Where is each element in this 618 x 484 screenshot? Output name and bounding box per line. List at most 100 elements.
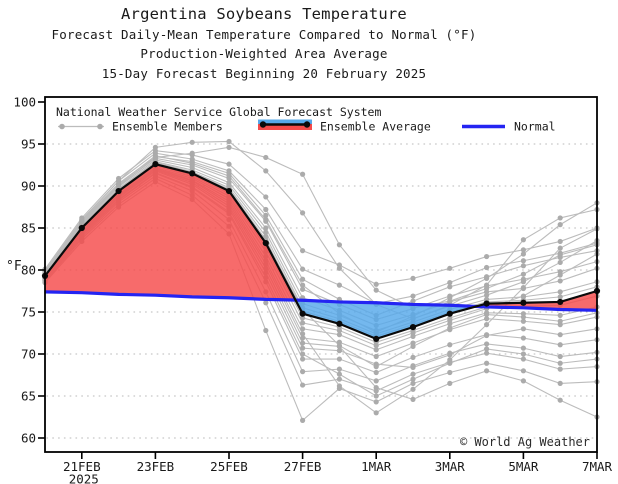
ensemble-average-points [41, 161, 601, 342]
ensemble-member-point [373, 343, 379, 349]
ensemble-member-point [447, 284, 453, 290]
ensemble-member-point [520, 368, 527, 374]
ensemble-member-point [447, 321, 453, 327]
ensemble-member-point [447, 350, 453, 356]
ensemble-member-point [300, 276, 306, 282]
ensemble-member-point [336, 282, 342, 288]
page-title: Argentina Soybeans Temperature [121, 5, 407, 23]
ensemble-member-point [300, 331, 306, 337]
ensemble-average-point [299, 310, 306, 317]
ensemble-average-point [557, 298, 564, 306]
y-axis-label: °F [6, 259, 22, 274]
ensemble-member-point [447, 342, 453, 348]
ensemble-member-point [373, 385, 379, 391]
ensemble-member-point [189, 139, 195, 145]
y-tick-label: 70 [21, 346, 36, 361]
ensemble-member-point [373, 399, 379, 405]
ensemble-member-point [520, 279, 527, 285]
ensemble-member-point [557, 397, 563, 403]
ensemble-member-line [44, 152, 598, 305]
legend-average-blue-band [258, 119, 312, 124]
ensemble-member-point [520, 258, 527, 264]
ensemble-average-point [152, 161, 159, 168]
chart-subtitle-1: Forecast Daily-Mean Temperature Compared… [51, 26, 477, 42]
ensemble-member-point [410, 371, 416, 377]
ensemble-member-point [410, 298, 416, 304]
above-normal-fill [476, 291, 597, 311]
ensemble-member-point [189, 150, 195, 156]
ensemble-member-point [263, 168, 269, 174]
x-tick-label: 5MAR [508, 459, 539, 474]
ensemble-member-point [226, 173, 232, 179]
ensemble-member-point [520, 378, 527, 384]
ensemble-member-point [557, 289, 563, 295]
ensemble-member-point [557, 342, 563, 348]
y-tick-label: 60 [21, 430, 36, 445]
ensemble-member-point [484, 275, 490, 281]
ensemble-member-point [373, 281, 379, 287]
y-tick-label: 95 [21, 136, 36, 151]
ensemble-member-point [336, 348, 342, 354]
ensemble-member-point [484, 316, 490, 322]
ensemble-member-point [557, 294, 563, 300]
chart-title-block: Argentina Soybeans Temperature Forecast … [0, 5, 528, 87]
ensemble-member-point [557, 245, 563, 251]
ensemble-member-point [410, 376, 416, 382]
ensemble-member-point [557, 366, 563, 372]
ensemble-member-point [336, 366, 342, 372]
legend-members-label: Ensemble Members [112, 120, 223, 134]
ensemble-member-point [520, 335, 527, 341]
ensemble-member-point [263, 194, 269, 200]
ensemble-member-point [300, 326, 306, 332]
ensemble-member-point [447, 380, 453, 386]
ensemble-member-point [226, 144, 232, 150]
ensemble-member-point [447, 369, 453, 376]
legend-member-dot [97, 123, 103, 130]
ensemble-member-point [226, 138, 232, 145]
legend: National Weather Service Global Forecast… [56, 105, 556, 134]
ensemble-member-point [484, 346, 490, 352]
legend-header: National Weather Service Global Forecast… [56, 105, 381, 119]
ensemble-member-point [447, 295, 453, 301]
legend-average-dot [303, 121, 311, 128]
ensemble-average-point [336, 320, 343, 327]
ensemble-member-point [557, 215, 563, 221]
ensemble-member-point [300, 417, 306, 423]
ensemble-member-point [79, 219, 85, 225]
ensemble-average-point [373, 335, 380, 342]
ensemble-member-point [373, 393, 379, 399]
ensemble-member-point [300, 340, 306, 346]
ensemble-member-point [300, 266, 306, 272]
ensemble-member-point [300, 315, 306, 321]
ensemble-member-point [410, 293, 416, 299]
ensemble-member-point [373, 287, 379, 293]
y-tick-label: 85 [21, 220, 36, 235]
ensemble-member-point [484, 332, 490, 338]
ensemble-member-point [520, 326, 527, 332]
y-axis-ticks: 100 95 90 85 80 75 70 65 60 [13, 94, 45, 445]
y-tick-label: 100 [13, 94, 36, 109]
ensemble-member-point [300, 248, 306, 254]
ensemble-member-point [336, 327, 342, 334]
ensemble-member-point [484, 322, 490, 328]
ensemble-average-point [262, 240, 269, 247]
ensemble-member-point [520, 263, 527, 269]
ensemble-member-point [300, 286, 306, 292]
ensemble-member-point [447, 265, 453, 271]
x-tick-year-label: 2025 [69, 472, 99, 484]
x-tick-label: 1MAR [361, 459, 392, 474]
ensemble-member-point [336, 376, 342, 382]
ensemble-member-point [447, 325, 453, 331]
ensemble-member-point [263, 327, 269, 334]
ensemble-member-point [447, 280, 453, 286]
ensemble-member-point [373, 378, 379, 384]
ensemble-member-point [520, 345, 527, 351]
plot-border [44, 96, 598, 453]
ensemble-member-line [44, 146, 598, 309]
ensemble-member-point [520, 251, 527, 257]
ensemble-member-point [520, 351, 527, 357]
x-tick-label: 25FEB [210, 459, 248, 474]
ensemble-member-point [520, 271, 527, 277]
